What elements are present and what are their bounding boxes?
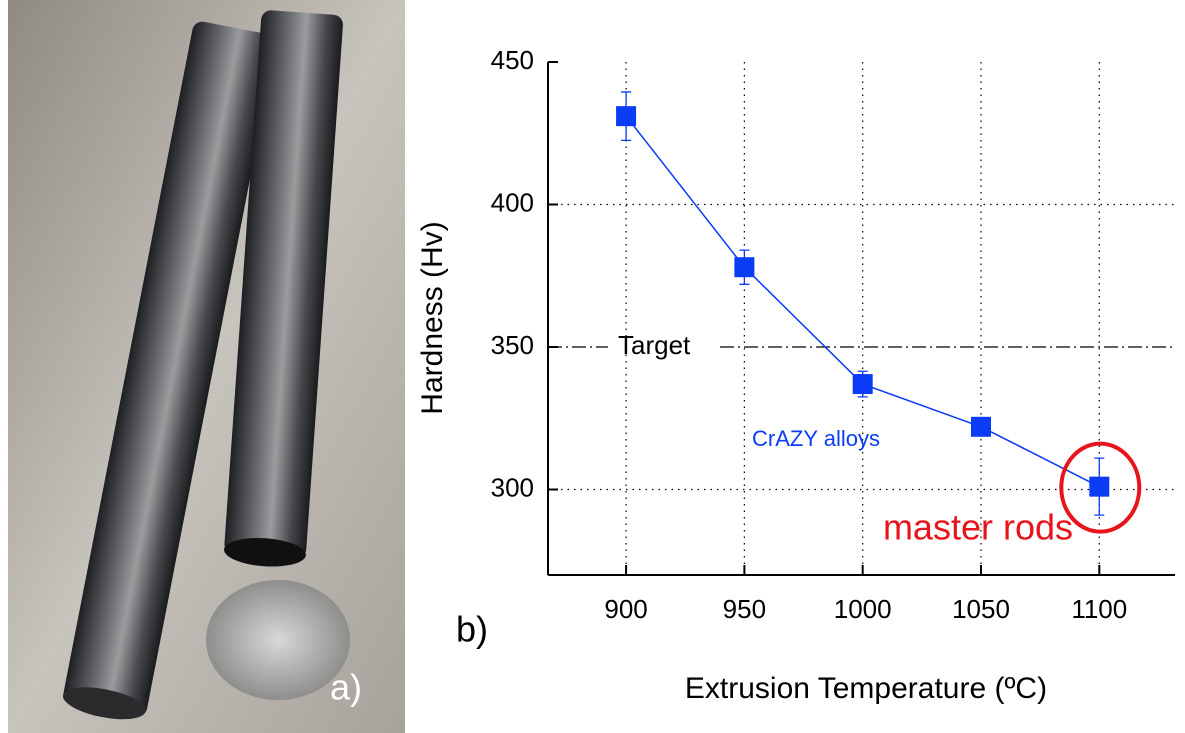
x-axis-label: Extrusion Temperature (ºC) xyxy=(685,672,1047,705)
rod-short xyxy=(224,10,343,567)
marker xyxy=(616,106,637,127)
chart: 300 350 400 450 900 950 1000 1050 1100 Target CrAZ… xyxy=(416,45,1175,705)
target-label: Target xyxy=(618,330,691,360)
marker xyxy=(970,416,991,437)
x-tick-label: 1000 xyxy=(834,594,892,624)
y-tick-label: 450 xyxy=(491,45,534,75)
y-tick-label: 400 xyxy=(491,187,534,217)
highlight-label: master rods xyxy=(883,507,1073,548)
highlight-circle xyxy=(1059,441,1142,534)
x-tick-label: 1100 xyxy=(1071,594,1127,624)
y-tick-label: 350 xyxy=(491,330,534,360)
coin xyxy=(206,580,350,700)
x-tick-label: 900 xyxy=(604,594,647,624)
x-tick-label: 1050 xyxy=(952,594,1010,624)
photo: a) xyxy=(8,0,405,733)
x-tick-label: 950 xyxy=(723,594,766,624)
marker xyxy=(1089,476,1110,497)
marker xyxy=(734,257,755,278)
photo-label: a) xyxy=(330,667,362,708)
series-label: CrAZY alloys xyxy=(752,426,880,451)
y-axis-label: Hardness (Hv) xyxy=(416,221,449,414)
y-tick-label: 300 xyxy=(491,472,534,502)
rod-long xyxy=(62,21,277,720)
marker xyxy=(852,374,873,395)
panel-label: b) xyxy=(456,609,488,650)
